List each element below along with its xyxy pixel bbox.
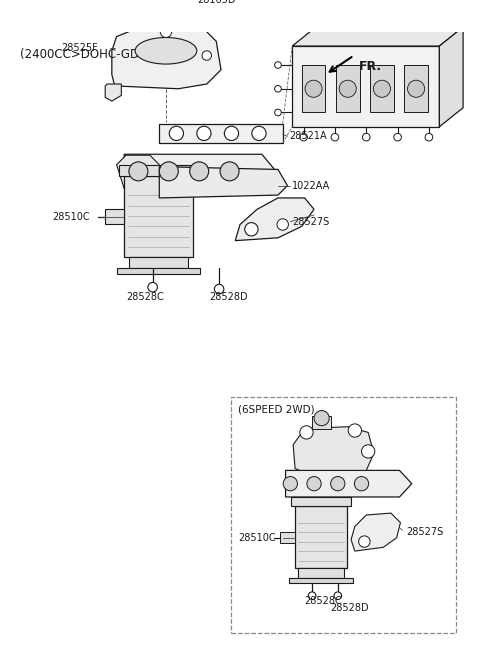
Circle shape bbox=[314, 411, 329, 426]
Text: 28528D: 28528D bbox=[210, 291, 248, 302]
Polygon shape bbox=[370, 65, 394, 113]
Circle shape bbox=[283, 477, 298, 491]
Circle shape bbox=[252, 126, 266, 140]
Circle shape bbox=[275, 109, 281, 116]
Text: 28525F: 28525F bbox=[61, 43, 98, 53]
Text: 28528C: 28528C bbox=[126, 291, 164, 302]
Polygon shape bbox=[292, 27, 463, 46]
Polygon shape bbox=[439, 27, 463, 126]
Polygon shape bbox=[120, 164, 197, 176]
Text: FR.: FR. bbox=[359, 60, 382, 73]
Circle shape bbox=[221, 6, 230, 14]
Polygon shape bbox=[289, 578, 353, 584]
Polygon shape bbox=[129, 257, 188, 268]
Circle shape bbox=[348, 424, 361, 437]
Circle shape bbox=[160, 26, 172, 37]
Polygon shape bbox=[336, 65, 360, 113]
Circle shape bbox=[300, 134, 307, 141]
Text: 28521A: 28521A bbox=[289, 131, 327, 141]
Polygon shape bbox=[404, 65, 428, 113]
Text: 28165D: 28165D bbox=[197, 0, 236, 5]
Polygon shape bbox=[286, 470, 412, 497]
Bar bbox=[230, 398, 456, 633]
Circle shape bbox=[331, 477, 345, 491]
Circle shape bbox=[275, 62, 281, 68]
Polygon shape bbox=[124, 176, 192, 257]
Circle shape bbox=[425, 134, 432, 141]
Circle shape bbox=[331, 134, 339, 141]
Text: (2400CC>DOHC-GDI): (2400CC>DOHC-GDI) bbox=[20, 48, 147, 61]
Polygon shape bbox=[302, 65, 325, 113]
Polygon shape bbox=[235, 198, 314, 240]
Circle shape bbox=[339, 80, 356, 98]
Polygon shape bbox=[312, 417, 331, 428]
Text: 28528C: 28528C bbox=[304, 597, 342, 607]
Ellipse shape bbox=[135, 37, 197, 64]
Circle shape bbox=[197, 126, 211, 140]
Polygon shape bbox=[159, 166, 288, 198]
Polygon shape bbox=[105, 210, 124, 223]
Circle shape bbox=[305, 80, 322, 98]
Circle shape bbox=[354, 477, 369, 491]
Polygon shape bbox=[117, 155, 159, 189]
Polygon shape bbox=[298, 568, 345, 578]
Polygon shape bbox=[292, 46, 439, 126]
Circle shape bbox=[308, 592, 316, 599]
Circle shape bbox=[373, 80, 390, 98]
Polygon shape bbox=[280, 532, 295, 544]
Circle shape bbox=[215, 284, 224, 294]
Circle shape bbox=[220, 162, 239, 181]
Polygon shape bbox=[105, 84, 121, 101]
Circle shape bbox=[334, 592, 342, 599]
Circle shape bbox=[307, 477, 321, 491]
Polygon shape bbox=[124, 155, 276, 189]
Text: 28510C: 28510C bbox=[238, 533, 276, 543]
Circle shape bbox=[275, 85, 281, 92]
Polygon shape bbox=[293, 426, 374, 470]
Text: 28527S: 28527S bbox=[292, 217, 329, 227]
Polygon shape bbox=[117, 268, 200, 274]
Circle shape bbox=[148, 282, 157, 292]
Polygon shape bbox=[351, 513, 400, 551]
Circle shape bbox=[300, 426, 313, 439]
Circle shape bbox=[362, 134, 370, 141]
Circle shape bbox=[190, 162, 209, 181]
Text: 1022AA: 1022AA bbox=[292, 181, 330, 191]
Circle shape bbox=[245, 223, 258, 236]
Circle shape bbox=[224, 126, 239, 140]
Circle shape bbox=[129, 162, 148, 181]
Circle shape bbox=[394, 134, 401, 141]
Circle shape bbox=[277, 219, 288, 230]
Circle shape bbox=[359, 536, 370, 548]
Text: 28528D: 28528D bbox=[330, 603, 369, 613]
Circle shape bbox=[408, 80, 425, 98]
Polygon shape bbox=[295, 506, 347, 568]
Circle shape bbox=[361, 445, 375, 458]
Circle shape bbox=[202, 51, 212, 60]
Polygon shape bbox=[159, 124, 283, 143]
Circle shape bbox=[159, 162, 178, 181]
Text: 28527S: 28527S bbox=[406, 527, 444, 537]
Text: 28510C: 28510C bbox=[52, 212, 90, 222]
Circle shape bbox=[169, 126, 183, 140]
Polygon shape bbox=[291, 497, 351, 506]
Text: (6SPEED 2WD): (6SPEED 2WD) bbox=[238, 405, 315, 415]
Polygon shape bbox=[112, 27, 221, 89]
